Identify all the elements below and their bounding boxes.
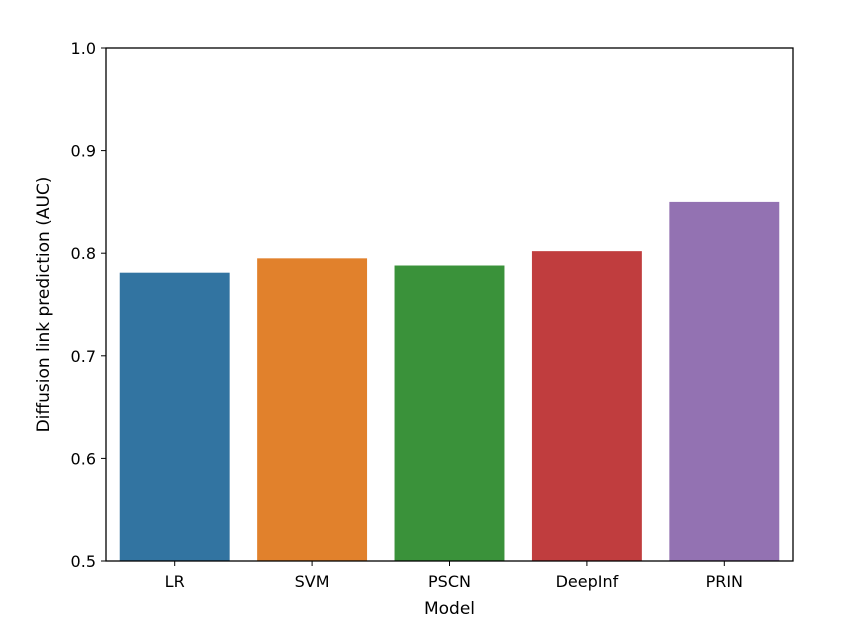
y-axis-ticks: 0.5 0.6 0.7 0.8 0.9 1.0 [71,39,106,571]
y-axis-label: Diffusion link prediction (AUC) [34,177,54,433]
x-tick-label: DeepInf [556,572,619,591]
x-axis-ticks: LR SVM PSCN DeepInf PRIN [165,561,743,591]
bar-prin [669,201,780,561]
bar-pscn [394,265,505,561]
y-tick-label: 0.6 [71,449,96,468]
y-tick-label: 0.8 [71,244,96,263]
x-tick-label: PSCN [428,572,471,591]
bar-lr [119,272,230,561]
bar-deepinf [531,251,642,561]
y-tick-label: 0.7 [71,347,96,366]
x-tick-label: SVM [295,572,330,591]
x-tick-label: LR [165,572,185,591]
y-tick-label: 0.5 [71,552,96,571]
x-tick-label: PRIN [706,572,743,591]
y-tick-label: 0.9 [71,142,96,161]
y-tick-label: 1.0 [71,39,96,58]
bar-svm [257,258,368,561]
plot-frame [105,47,794,562]
x-axis-label: Model [424,599,475,619]
bars-group [119,201,780,561]
